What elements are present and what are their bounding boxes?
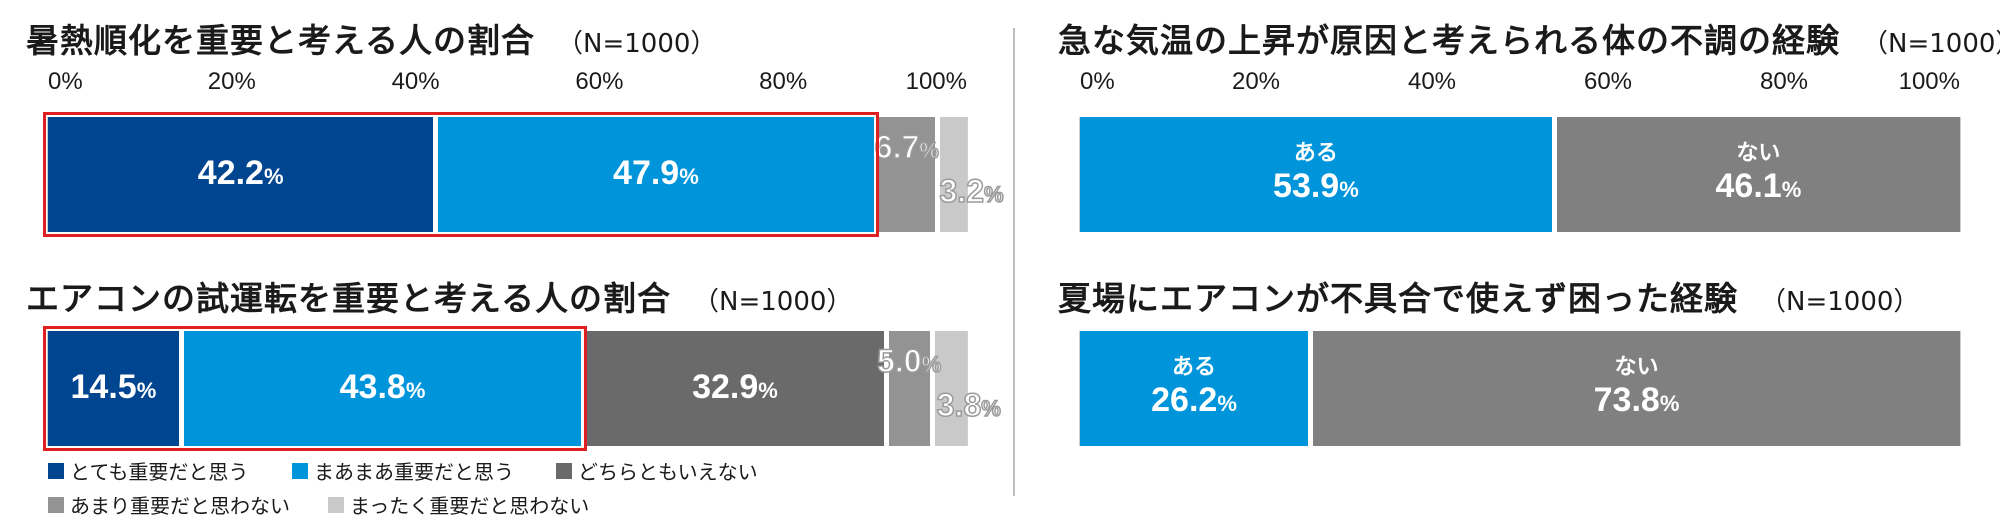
data-label: 42.2% [197, 153, 284, 192]
x-tick-label: 20% [207, 68, 256, 95]
bar-segment [940, 117, 967, 232]
data-label: 47.9% [613, 153, 699, 192]
legend-item: とても重要だと思う [48, 456, 248, 485]
bar-segment: 42.2% [48, 117, 434, 232]
data-label: 32.9% [692, 367, 778, 406]
stacked-bar: ある 26.2% ない 73.8% [1079, 331, 1961, 446]
bar-segment: 32.9% [586, 331, 884, 446]
stacked-bar: ある 53.9% ない 46.1% [1079, 117, 1961, 232]
legend-label: まったく重要だと思わない [350, 494, 590, 518]
data-label: 3.2% [939, 172, 1005, 210]
stacked-bar: 42.2% 47.9% 6.7% 3.2% [43, 112, 1004, 237]
x-tick-label: 40% [391, 68, 440, 95]
stacked-bar: 14.5% 43.8% 32.9% 5.0% 3.8% [43, 326, 1002, 451]
legend-label: あまり重要だと思わない [70, 494, 290, 518]
bar-segment [878, 117, 936, 232]
legend-item: あまり重要だと思わない [48, 490, 290, 519]
segment-category-label: ある [1172, 353, 1217, 379]
legend-label: どちらともいえない [578, 460, 758, 484]
chart-title: 急な気温の上昇が原因と考えられる体の不調の経験（N=1000） [1058, 21, 2000, 60]
data-label: 73.8% [1593, 380, 1680, 419]
gridline [1959, 117, 1961, 232]
chart-title: 夏場にエアコンが不具合で使えず困った経験 （N=1000） [1058, 279, 1920, 318]
x-tick-label: 0% [1080, 68, 1115, 95]
data-label: 5.0% [876, 342, 942, 380]
x-tick-label: 100% [905, 68, 967, 95]
segment-category-label: ある [1293, 139, 1338, 165]
bar-segment: 43.8% [183, 331, 582, 446]
bar-segment: ある 26.2% [1080, 331, 1309, 446]
legend-swatch [48, 462, 64, 479]
data-label: 14.5% [70, 367, 157, 406]
x-tick-label: 40% [1407, 68, 1457, 95]
x-axis-ticks: 0% 20% 40% 60% 80% 100% [1080, 68, 1960, 98]
bar-segment [934, 331, 967, 446]
data-label: 46.1% [1715, 166, 1802, 205]
bar-segment: ない 46.1% [1556, 117, 1960, 232]
x-tick-label: 0% [48, 68, 83, 95]
data-label: 53.9% [1273, 166, 1359, 205]
gridline [966, 117, 968, 232]
bar-segment: ある 53.9% [1080, 117, 1552, 232]
gridline [1959, 331, 1961, 446]
x-tick-label: 80% [759, 68, 808, 95]
x-tick-label: 100% [1898, 68, 1960, 95]
legend-swatch [556, 462, 572, 479]
legend-item: どちらともいえない [556, 456, 758, 485]
bar-segment: ない 73.8% [1313, 331, 1960, 446]
panel-divider [1013, 28, 1015, 496]
chart-title: エアコンの試運転を重要と考える人の割合 （N=1000） [26, 279, 853, 318]
data-label: 3.8% [936, 386, 1002, 424]
legend-label: とても重要だと思う [70, 460, 249, 484]
x-tick-label: 60% [1583, 68, 1633, 95]
x-tick-label: 20% [1231, 68, 1281, 95]
segment-category-label: ない [1736, 139, 1781, 165]
legend-swatch [48, 496, 64, 513]
x-axis-ticks: 0% 20% 40% 60% 80% 100% [48, 68, 967, 98]
legend-item: まあまあ重要だと思う [292, 456, 514, 485]
bar-segment: 14.5% [48, 331, 179, 446]
gridline [966, 331, 968, 446]
data-label: 43.8% [339, 367, 426, 406]
bar-segment [888, 331, 930, 446]
legend-swatch [292, 462, 308, 479]
bar-segment: 47.9% [438, 117, 874, 232]
data-label: 6.7% [874, 128, 940, 166]
segment-category-label: ない [1614, 353, 1659, 379]
data-label: 26.2% [1151, 380, 1237, 419]
x-tick-label: 60% [575, 68, 624, 95]
legend-swatch [328, 496, 344, 513]
x-tick-label: 80% [1759, 68, 1809, 95]
legend-item: まったく重要だと思わない [328, 490, 589, 519]
legend-label: まあまあ重要だと思う [314, 460, 514, 484]
chart-title: 暑熱順化を重要と考える人の割合 （N=1000） [26, 21, 717, 60]
